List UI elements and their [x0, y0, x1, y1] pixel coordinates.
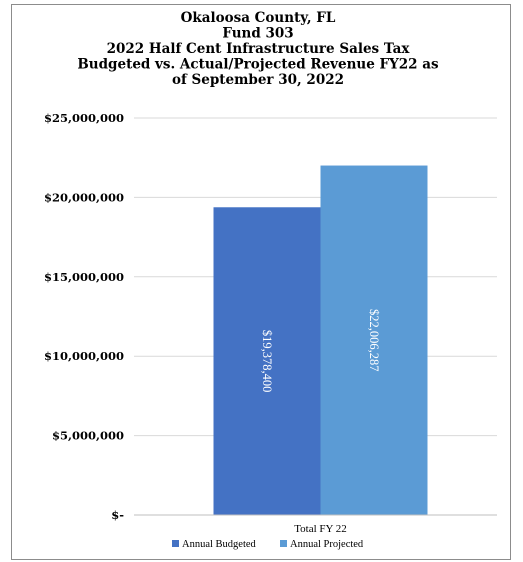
bar-data-label: $19,378,400: [260, 330, 274, 393]
y-tick-label: $20,000,000: [44, 190, 124, 204]
x-axis: Total FY 22: [134, 514, 497, 535]
bar-annual-projected: [320, 165, 428, 515]
y-tick-label: $5,000,000: [52, 429, 124, 443]
bar-data-label: $22,006,287: [367, 309, 381, 372]
legend-label: Annual Budgeted: [182, 539, 257, 550]
y-tick-label: $10,000,000: [44, 349, 124, 363]
chart-frame: Okaloosa County, FL Fund 303 2022 Half Cen…: [11, 4, 511, 560]
y-tick-label: $15,000,000: [44, 270, 124, 284]
legend-label: Annual Projected: [290, 539, 364, 550]
chart-title-line: 2022 Half Cent Infrastructure Sales Tax: [107, 41, 411, 57]
bar-annual-budgeted: [213, 207, 321, 516]
legend: Annual Budgeted Annual Projected: [172, 539, 364, 550]
y-tick-label: $25,000,000: [44, 111, 124, 125]
chart-title-line: Fund 303: [222, 26, 293, 42]
chart-title-line: Budgeted vs. Actual/Projected Revenue FY…: [77, 57, 439, 73]
chart-title-line: of September 30, 2022: [172, 72, 344, 88]
chart-title-line: Okaloosa County, FL: [181, 10, 336, 26]
legend-swatch: [172, 540, 179, 547]
bars: [213, 165, 428, 516]
y-tick-label: $-: [111, 508, 124, 522]
legend-swatch: [280, 540, 287, 547]
data-labels: $19,378,400 $22,006,287: [260, 309, 381, 392]
x-category-label: Total FY 22: [294, 523, 347, 535]
y-axis-ticks: $- $5,000,000 $10,000,000 $15,000,000 $20,00…: [44, 111, 124, 522]
